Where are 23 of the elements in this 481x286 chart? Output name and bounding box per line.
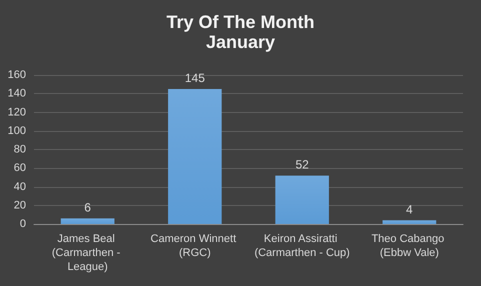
x-tick-label: Cameron Winnett (RGC) [150, 233, 240, 259]
y-tick-label: 40 [14, 180, 26, 193]
data-label: 4 [406, 202, 414, 216]
data-label: 6 [84, 200, 92, 214]
bar [275, 176, 329, 224]
y-tick-label: 100 [8, 124, 26, 137]
chart-subtitle: January [206, 32, 276, 52]
bar [60, 218, 114, 224]
y-tick-label: 60 [14, 162, 26, 174]
x-tick-label: Keiron Assiratti (Carmarthen - Cup) [254, 233, 350, 259]
data-label: 145 [184, 70, 206, 85]
y-tick-label: 80 [14, 144, 26, 156]
y-tick-label: 120 [8, 106, 26, 118]
y-tick-label: 0 [20, 218, 26, 230]
y-tick-label: 20 [14, 199, 26, 212]
bar [168, 88, 222, 224]
y-tick-label: 140 [8, 88, 26, 100]
x-tick-label: Theo Cabango (Ebbw Vale) [371, 233, 448, 259]
data-label: 52 [295, 158, 310, 172]
x-tick-label: James Beal (Carmarthen - League) [52, 233, 124, 273]
chart-title: Try Of The Month [166, 12, 314, 32]
y-tick-label: 160 [8, 69, 26, 81]
bar [382, 220, 436, 224]
